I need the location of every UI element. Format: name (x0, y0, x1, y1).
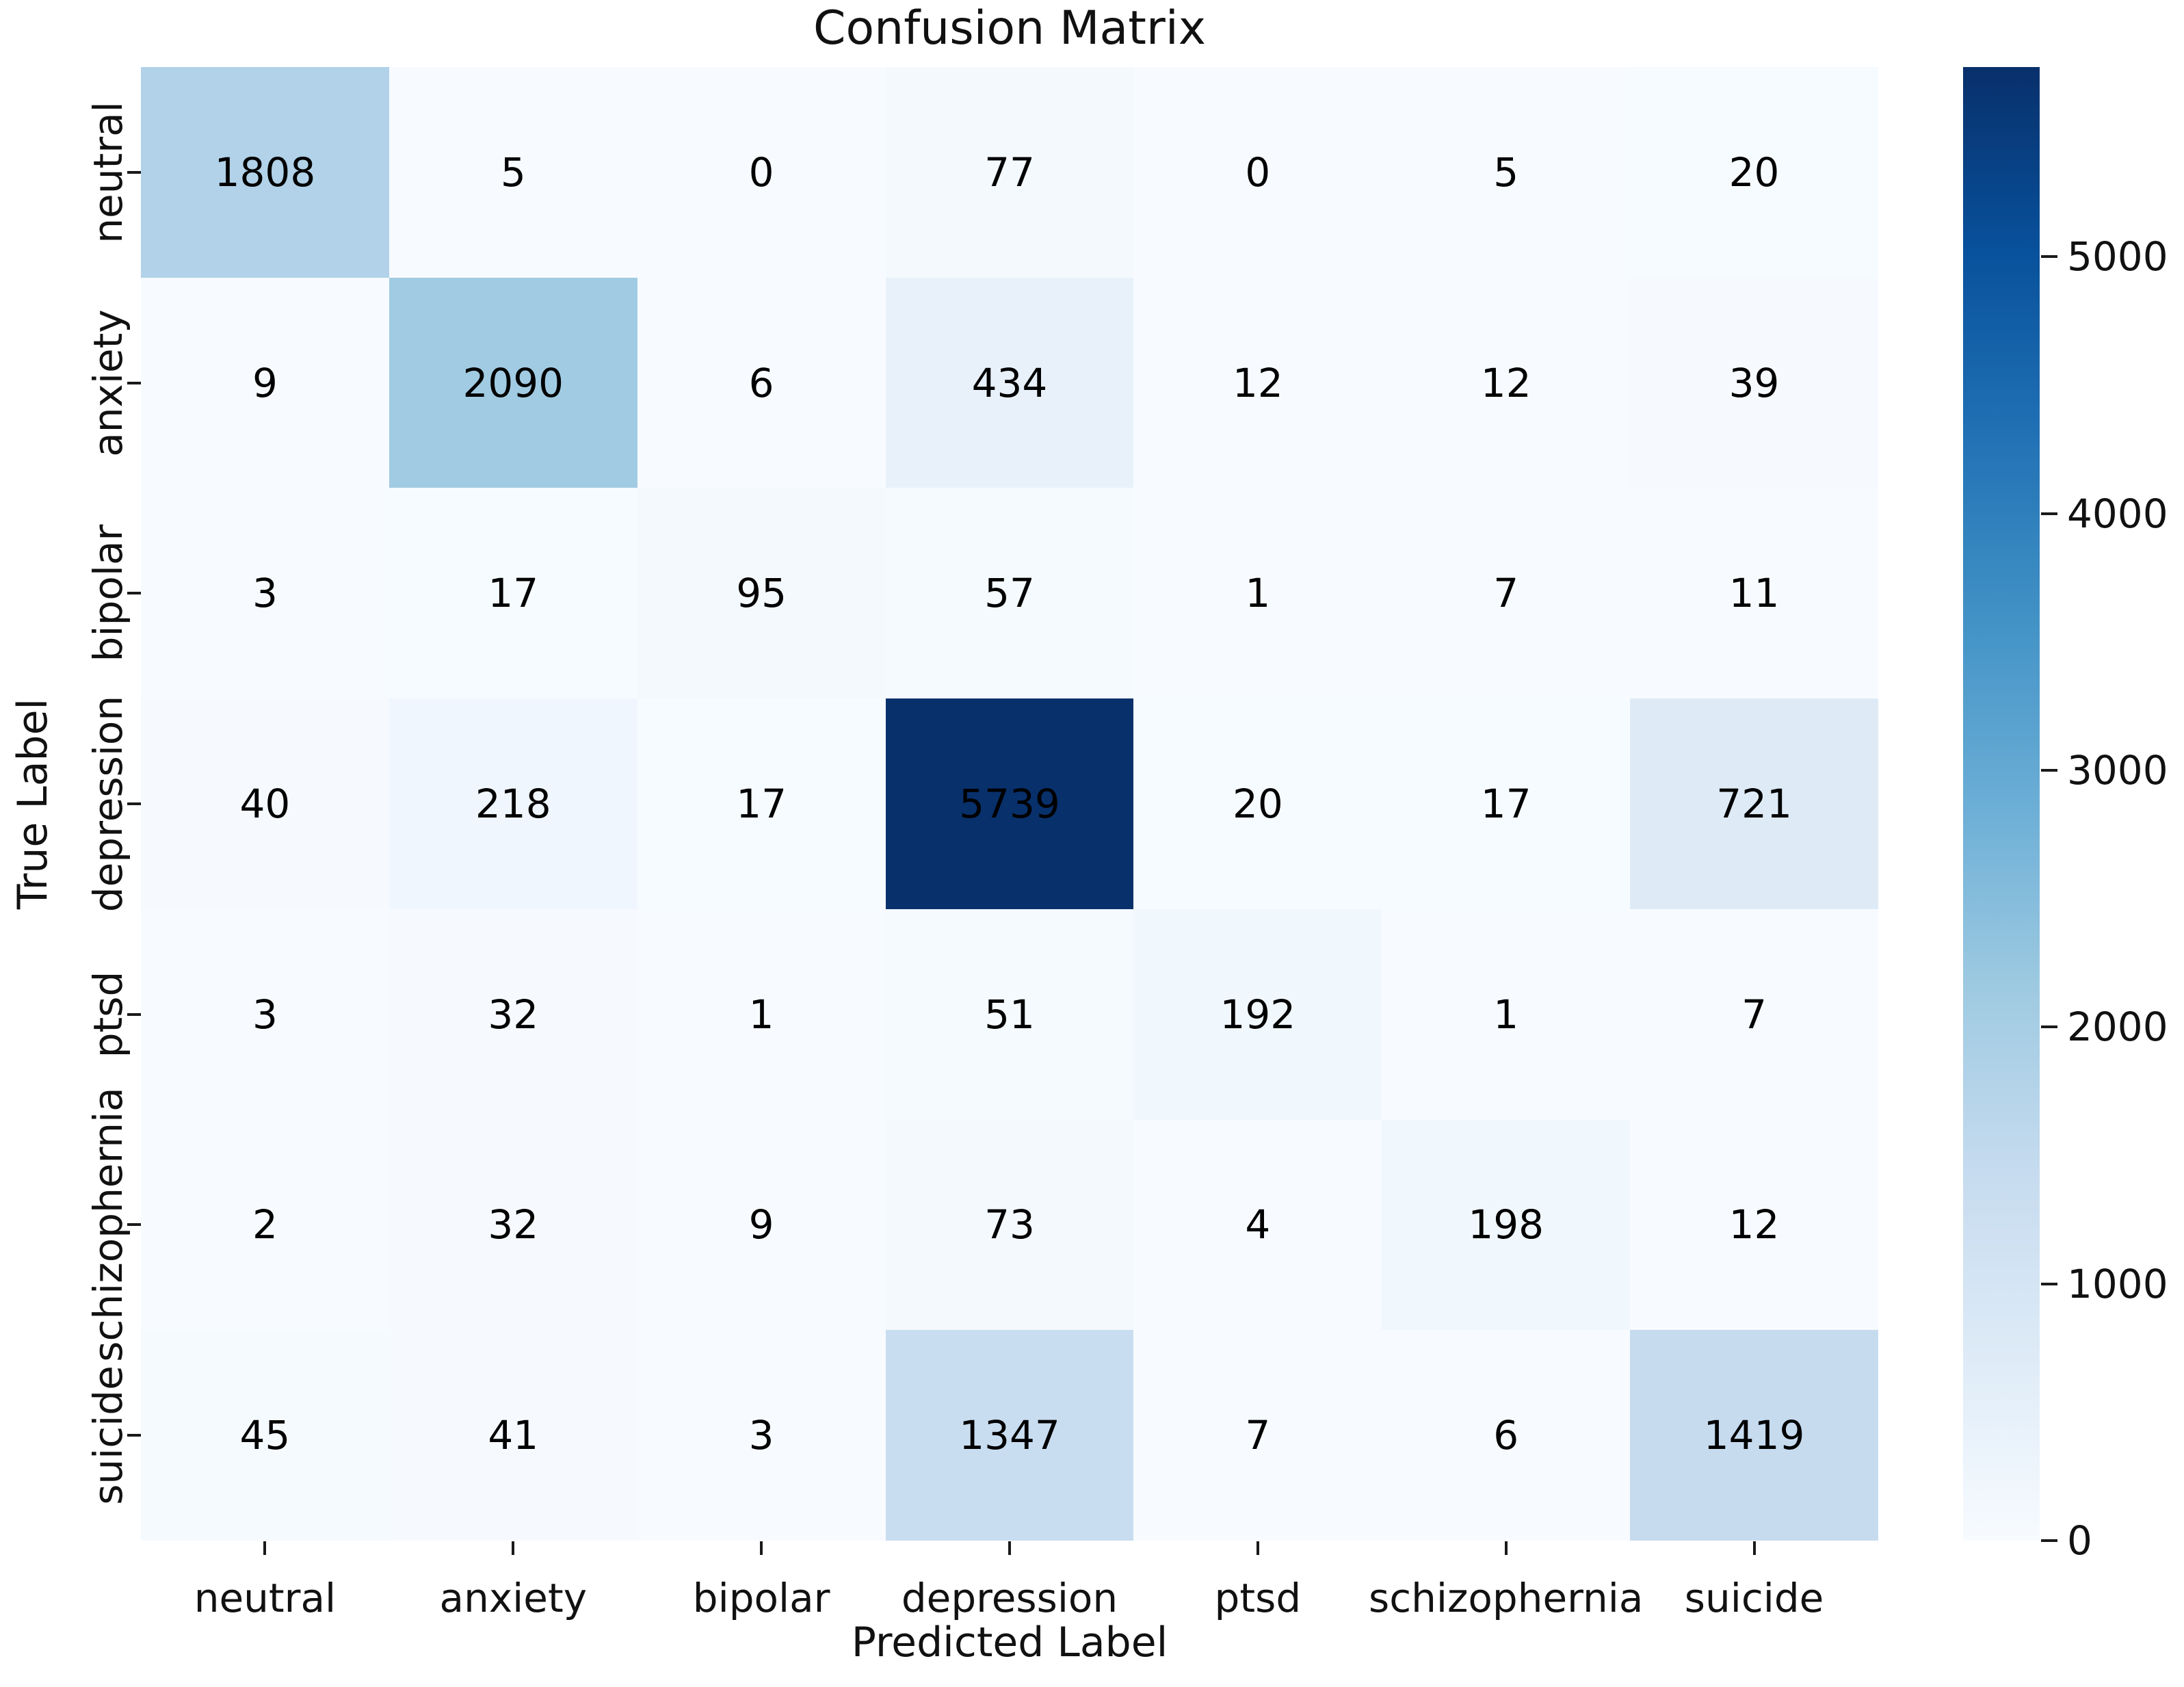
y-axis-label: True Label (9, 698, 57, 910)
heatmap-cell: 2 (141, 1119, 389, 1331)
y-tick-mark (127, 1223, 141, 1227)
y-tick-label: ptsd (85, 971, 131, 1058)
heatmap-cell: 11 (1630, 488, 1878, 699)
colorbar-tick-label: 4000 (2067, 490, 2168, 537)
heatmap-cell: 192 (1133, 908, 1382, 1120)
x-tick-label: anxiety (439, 1575, 588, 1621)
x-tick-mark (760, 1541, 763, 1555)
heatmap-cell: 20 (1630, 67, 1878, 278)
colorbar-tick-mark (2041, 769, 2057, 772)
heatmap-cell: 12 (1382, 277, 1631, 488)
colorbar-tick-label: 3000 (2067, 747, 2168, 794)
y-tick-label: depression (85, 695, 131, 913)
x-tick-mark (1752, 1541, 1756, 1555)
heatmap-cell: 39 (1630, 277, 1878, 488)
heatmap-cell: 5739 (885, 698, 1134, 909)
heatmap-cell: 0 (1133, 67, 1382, 278)
colorbar-tick-label: 0 (2067, 1517, 2092, 1564)
heatmap-cell: 6 (637, 277, 886, 488)
x-axis-label: Predicted Label (851, 1619, 1168, 1666)
heatmap-cell: 9 (637, 1119, 886, 1331)
heatmap-cell: 7 (1382, 488, 1631, 699)
heatmap-cell: 1 (1133, 488, 1382, 699)
heatmap-cell: 20 (1133, 698, 1382, 909)
colorbar-gradient (1963, 67, 2040, 1541)
heatmap-cell: 2090 (389, 277, 637, 488)
y-tick-mark (127, 1434, 141, 1437)
heatmap-cell: 3 (141, 908, 389, 1120)
x-tick-mark (263, 1541, 267, 1555)
y-tick-label: bipolar (85, 524, 131, 662)
heatmap-cell: 17 (637, 698, 886, 909)
colorbar-tick-label: 5000 (2067, 233, 2168, 280)
y-tick-mark (127, 592, 141, 595)
heatmap-cell: 73 (885, 1119, 1134, 1331)
heatmap-cell: 3 (141, 488, 389, 699)
colorbar-tick-mark (2041, 255, 2057, 259)
x-tick-label: ptsd (1214, 1575, 1302, 1621)
colorbar-tick-label: 1000 (2067, 1260, 2168, 1307)
heatmap-cell: 45 (141, 1330, 389, 1541)
y-tick-mark (127, 1012, 141, 1016)
heatmap-cell: 77 (885, 67, 1134, 278)
heatmap-cell: 12 (1133, 277, 1382, 488)
heatmap-cell: 9 (141, 277, 389, 488)
y-tick-label: suicide (85, 1365, 131, 1505)
heatmap-grid: 1808 5 0 77 0 5 20 9 2090 6 434 12 12 39 3 17 95 57 1 7 11 40… (141, 67, 1878, 1541)
heatmap-cell: 1347 (885, 1330, 1134, 1541)
y-tick-label: neutral (85, 101, 131, 244)
heatmap-cell: 7 (1630, 908, 1878, 1120)
x-tick-mark (1504, 1541, 1508, 1555)
colorbar-tick-mark (2041, 512, 2057, 515)
heatmap-cell: 5 (389, 67, 637, 278)
heatmap-cell: 721 (1630, 698, 1878, 909)
x-tick-label: schizophernia (1368, 1575, 1644, 1621)
heatmap-cell: 218 (389, 698, 637, 909)
heatmap-cell: 7 (1133, 1330, 1382, 1541)
heatmap-cell: 57 (885, 488, 1134, 699)
heatmap-cell: 434 (885, 277, 1134, 488)
colorbar-tick-mark (2041, 1539, 2057, 1542)
heatmap-cell: 4 (1133, 1119, 1382, 1331)
x-tick-label: suicide (1684, 1575, 1824, 1621)
heatmap-cell: 3 (637, 1330, 886, 1541)
colorbar-tick-mark (2041, 1025, 2057, 1029)
colorbar-tick-mark (2041, 1282, 2057, 1285)
heatmap-cell: 6 (1382, 1330, 1631, 1541)
x-tick-mark (512, 1541, 515, 1555)
heatmap-cell: 41 (389, 1330, 637, 1541)
x-tick-label: neutral (194, 1575, 337, 1621)
heatmap-cell: 1808 (141, 67, 389, 278)
y-tick-mark (127, 170, 141, 174)
heatmap-cell: 1 (1382, 908, 1631, 1120)
heatmap-cell: 5 (1382, 67, 1631, 278)
chart-title: Confusion Matrix (813, 1, 1206, 55)
heatmap-cell: 1 (637, 908, 886, 1120)
heatmap-cell: 1419 (1630, 1330, 1878, 1541)
y-tick-mark (127, 381, 141, 384)
x-tick-label: depression (901, 1575, 1118, 1621)
heatmap-cell: 198 (1382, 1119, 1631, 1331)
heatmap-cell: 32 (389, 1119, 637, 1331)
heatmap-cell: 17 (1382, 698, 1631, 909)
x-tick-label: bipolar (692, 1575, 830, 1621)
y-tick-mark (127, 802, 141, 805)
colorbar-tick-label: 2000 (2067, 1004, 2168, 1051)
heatmap-cell: 12 (1630, 1119, 1878, 1331)
y-tick-label: anxiety (85, 309, 131, 457)
heatmap-cell: 95 (637, 488, 886, 699)
y-tick-label: schizophernia (85, 1087, 131, 1363)
heatmap-cell: 0 (637, 67, 886, 278)
heatmap-cell: 40 (141, 698, 389, 909)
heatmap-cell: 32 (389, 908, 637, 1120)
x-tick-mark (1008, 1541, 1011, 1555)
x-tick-mark (1256, 1541, 1259, 1555)
heatmap-cell: 17 (389, 488, 637, 699)
heatmap-cell: 51 (885, 908, 1134, 1120)
